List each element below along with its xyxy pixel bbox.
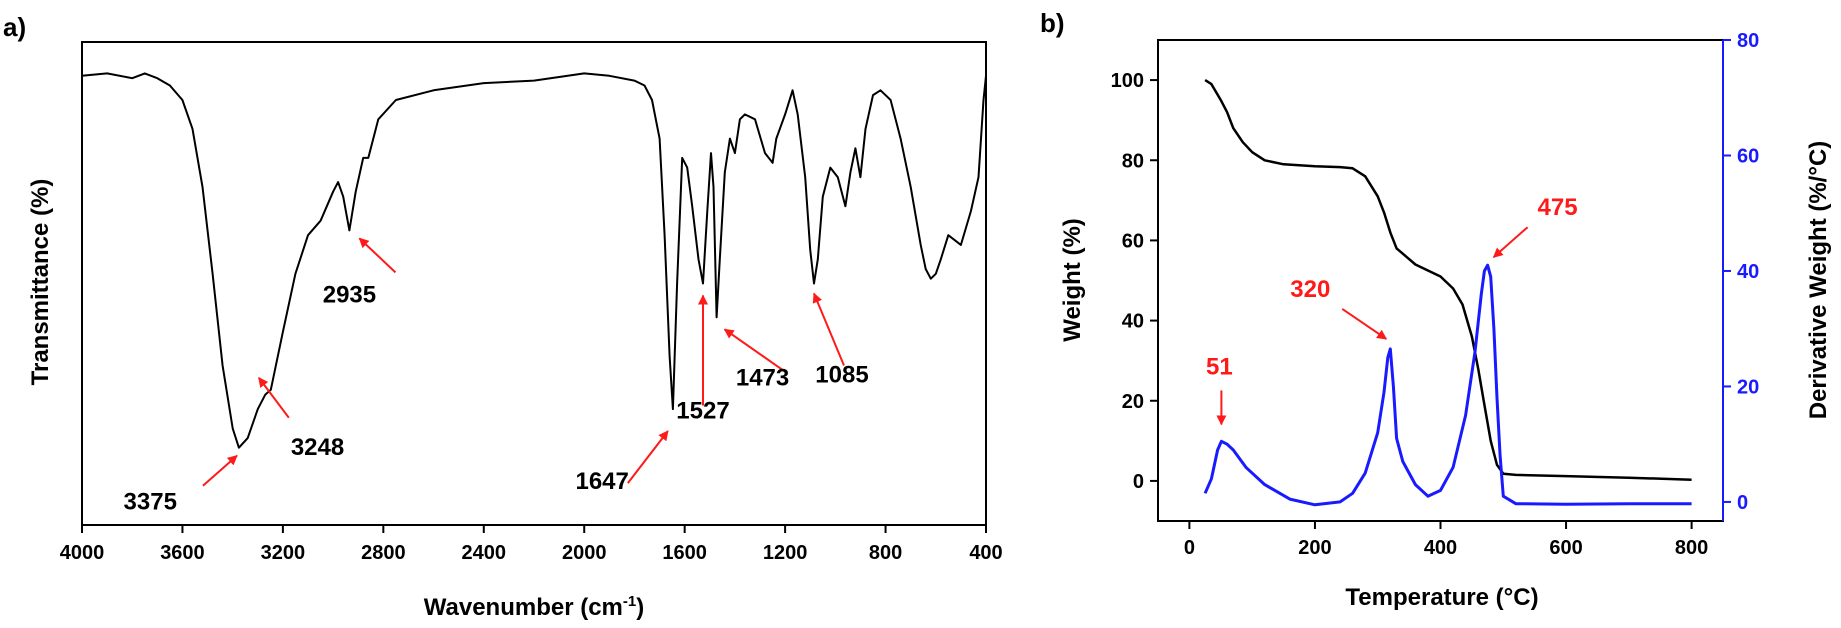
- panel-a-ftir-chart: a) 4000 3600 3200 2800 2400 2000 1600 1200 800 40…: [3, 12, 1003, 621]
- panel-a-x-tick-label: 1600: [662, 542, 707, 564]
- panel-b-x-tick-label: 200: [1298, 537, 1331, 559]
- panel-b-y2-tick-label: 60: [1737, 145, 1759, 167]
- panel-b-annotation-label: 475: [1538, 194, 1578, 221]
- panel-b-x-tick-label: 600: [1549, 537, 1582, 559]
- panel-b-plot-frame: [1157, 39, 1724, 522]
- panel-b-y2-tick-label: 0: [1737, 492, 1748, 514]
- panel-b-x-tick-label: 800: [1675, 537, 1708, 559]
- panel-a-x-tick-label: 400: [969, 542, 1002, 564]
- panel-a-x-tick-label: 1200: [763, 542, 808, 564]
- panel-a-annotation-arrow: [723, 328, 786, 373]
- panel-b-y-tick-label: 20: [1122, 391, 1144, 413]
- panel-a-x-tick-label: 3200: [261, 542, 306, 564]
- panel-a-x-tick-label: 2400: [462, 542, 507, 564]
- panel-a-y-axis-title: Transmittance (%): [27, 179, 54, 386]
- panel-a-x-ticks: 4000 3600 3200 2800 2400 2000 1600 1200 800 400: [60, 525, 1003, 564]
- panel-b-x-tick-label: 400: [1424, 537, 1457, 559]
- panel-b-y-tick-label: 0: [1133, 471, 1144, 493]
- panel-b-y2-tick-label: 40: [1737, 261, 1759, 283]
- panel-a-annotation-label: 2935: [323, 281, 376, 308]
- panel-b-y2-ticks: 0 20 40 60 80: [1723, 30, 1759, 514]
- panel-a-annotation-arrow: [358, 237, 397, 274]
- panel-b-x-ticks: 0 200 400 600 800: [1184, 521, 1708, 559]
- panel-a-annotation-label: 3375: [124, 489, 177, 516]
- panel-a-annotations: 3375 3248 2935 1647 1527 1473 1085: [124, 237, 869, 516]
- panel-b-y-tick-label: 80: [1122, 150, 1144, 172]
- panel-b-x-axis-title: Temperature (°C): [1345, 584, 1538, 611]
- panel-a-x-tick-label: 2800: [361, 542, 406, 564]
- panel-b-y2-axis-title: Derivative Weight (%/°C): [1805, 141, 1832, 420]
- panel-b-y-tick-label: 40: [1122, 311, 1144, 333]
- panel-a-transmittance-line: [81, 72, 987, 449]
- panel-a-annotation-arrow: [202, 454, 238, 487]
- panel-b-annotation-label: 320: [1290, 276, 1330, 303]
- panel-b-x-tick-label: 0: [1184, 537, 1195, 559]
- panel-b-derivative-line: [1203, 263, 1692, 507]
- panel-b-y-ticks: 0 20 40 60 80 100: [1111, 70, 1158, 493]
- panel-b-annotation-arrow: [1341, 308, 1388, 340]
- panel-b-y2-tick-label: 20: [1737, 376, 1759, 398]
- panel-b-y2-tick-label: 80: [1737, 30, 1759, 52]
- panel-a-x-tick-label: 4000: [60, 542, 105, 564]
- panel-a-annotation-arrow: [258, 376, 290, 419]
- panel-b-label: b): [1040, 8, 1065, 38]
- panel-b-annotation-label: 51: [1206, 353, 1233, 380]
- panel-b-y-tick-label: 60: [1122, 230, 1144, 252]
- panel-a-x-axis-title-main: Wavenumber (cm: [424, 594, 623, 621]
- panel-a-x-tick-label: 2000: [562, 542, 607, 564]
- panel-a-plot-frame: [81, 41, 987, 526]
- panel-a-annotation-label: 1527: [676, 398, 729, 425]
- panel-a-x-tick-label: 800: [869, 542, 902, 564]
- panel-a-annotation-arrow: [812, 292, 845, 366]
- panel-a-annotation-label: 1647: [575, 468, 628, 495]
- panel-b-annotations: 51 320 475: [1206, 194, 1578, 426]
- panel-b-weight-line: [1204, 79, 1692, 481]
- panel-a-x-tick-label: 3600: [160, 542, 205, 564]
- panel-a-annotation-label: 3248: [291, 434, 344, 461]
- panel-a-x-axis-title-end: ): [636, 594, 644, 621]
- panel-b-annotation-arrow: [1492, 226, 1529, 258]
- panel-a-annotation-arrow: [627, 430, 669, 484]
- panel-b-y-axis-title: Weight (%): [1059, 218, 1086, 342]
- panel-a-x-axis-title: Wavenumber (cm-1): [424, 593, 645, 621]
- panel-a-annotation-label: 1473: [736, 364, 789, 391]
- panel-a-annotation-label: 1085: [815, 362, 868, 389]
- panel-b-y-tick-label: 100: [1111, 70, 1144, 92]
- panel-a-label: a): [3, 12, 26, 42]
- panel-a-x-axis-title-sup: -1: [623, 593, 636, 610]
